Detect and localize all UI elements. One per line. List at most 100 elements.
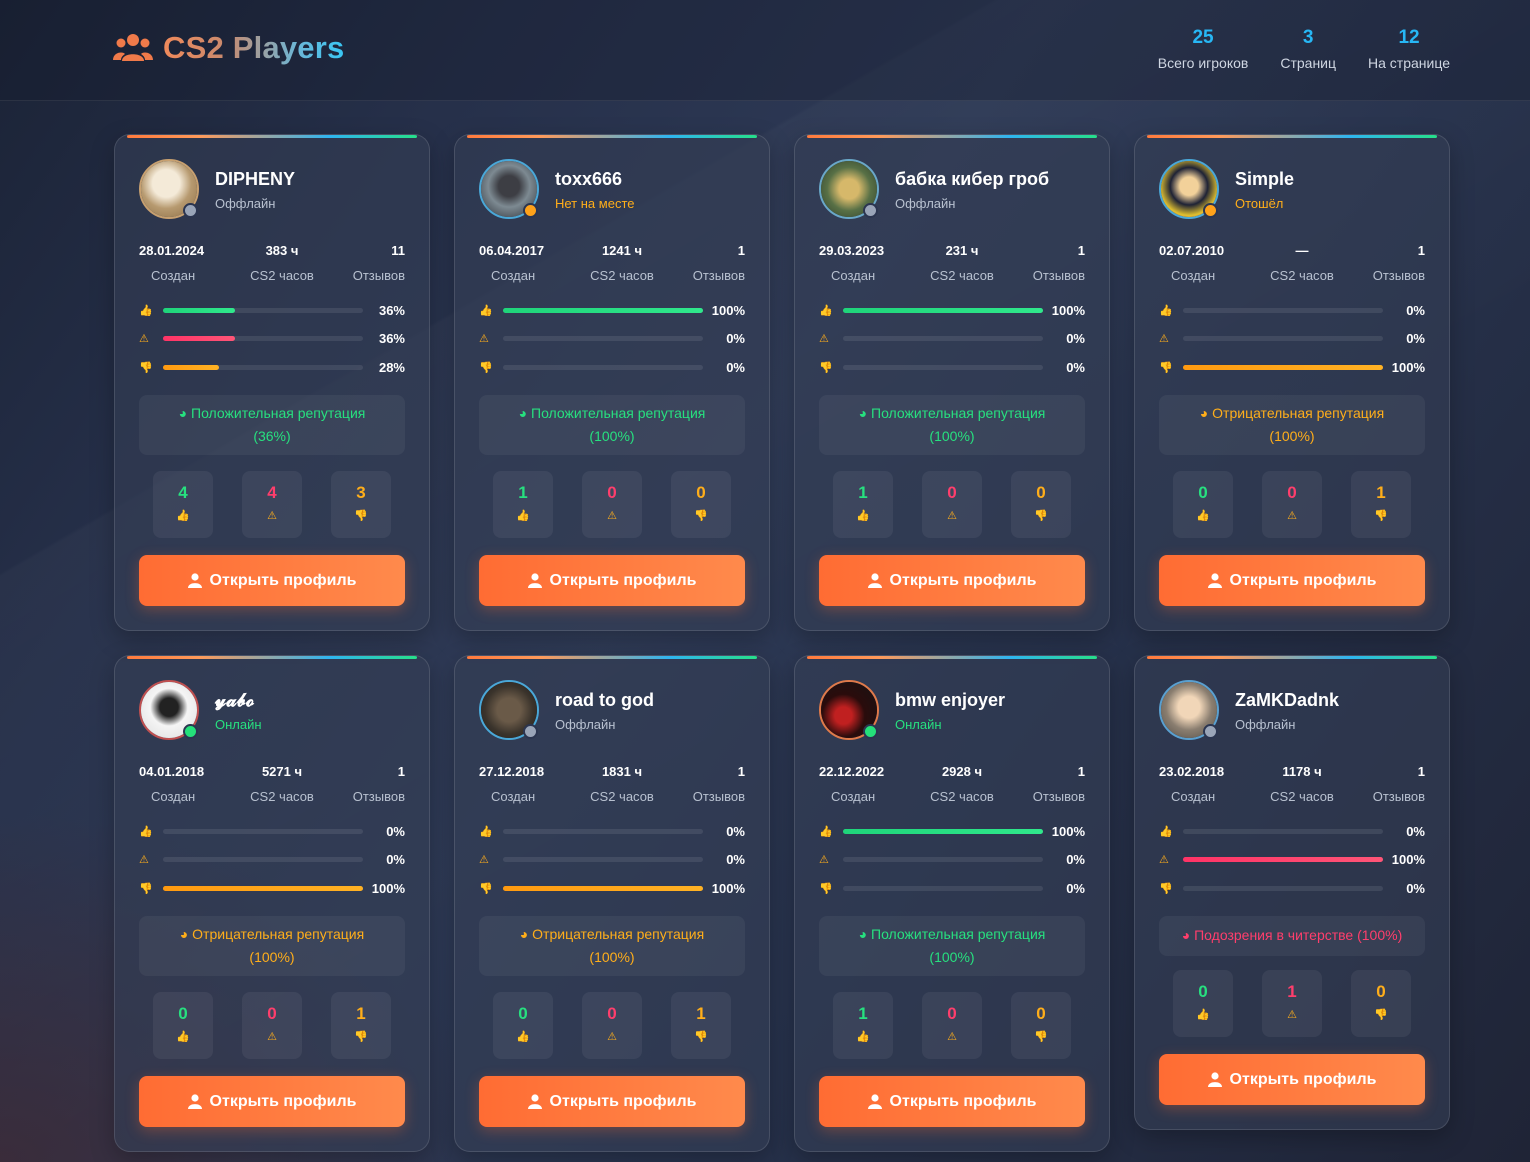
negative-percent: 100% bbox=[1391, 359, 1425, 375]
positive-percent: 100% bbox=[1051, 302, 1085, 318]
warning-icon: ⚠ bbox=[139, 854, 149, 866]
open-profile-button[interactable]: Открыть профиль bbox=[479, 555, 745, 606]
player-nickname: бабка кибер гроб bbox=[895, 168, 1050, 189]
reputation-summary: ◕ Подозрения в читерстве (100%) bbox=[1159, 916, 1425, 956]
reputation-summary: ◕ Отрицательная репутация (100%) bbox=[139, 916, 405, 976]
created-date: 27.12.2018 bbox=[479, 764, 545, 779]
negative-bar: 👎 100% bbox=[139, 881, 405, 896]
brand: CS2 Players bbox=[113, 30, 344, 66]
open-profile-button[interactable]: Открыть профиль bbox=[139, 1076, 405, 1127]
player-header: ZaMKDadnk Оффлайн bbox=[1159, 680, 1339, 740]
negative-percent: 28% bbox=[378, 359, 405, 375]
cheat-percent: 100% bbox=[1391, 852, 1425, 867]
thumbs-up-icon: 👍 bbox=[516, 510, 530, 522]
player-nickname: ZaMKDadnk bbox=[1235, 689, 1340, 710]
created-date: 06.04.2017 bbox=[479, 243, 545, 258]
thumbs-up-icon: 👍 bbox=[1159, 304, 1173, 317]
player-status: Оффлайн bbox=[555, 716, 616, 732]
reviews-label: Отзывов bbox=[692, 268, 745, 283]
user-icon bbox=[527, 1094, 542, 1109]
warning-icon: ⚠ bbox=[819, 854, 829, 866]
open-profile-button[interactable]: Открыть профиль bbox=[139, 555, 405, 606]
player-meta: 22.12.2022 Создан 2928 ч CS2 часов 1 Отзыво… bbox=[819, 764, 1085, 804]
player-card-5: 𝔂𝓪𝓫𝓸 Онлайн 04.01.2018 Создан 5271 ч CS2 ч… bbox=[114, 655, 430, 1152]
user-icon bbox=[1207, 573, 1222, 588]
cs2-hours: 383 ч bbox=[265, 243, 299, 258]
negative-bar: 👎 0% bbox=[1159, 881, 1425, 896]
hours-label: CS2 часов bbox=[590, 789, 654, 804]
created-date: 28.01.2024 bbox=[139, 243, 205, 258]
thumbs-up-icon: 👍 bbox=[1159, 825, 1173, 838]
avatar[interactable] bbox=[819, 159, 879, 219]
open-profile-button[interactable]: Открыть профиль bbox=[1159, 555, 1425, 606]
cheat-bar: ⚠ 0% bbox=[479, 852, 745, 867]
positive-percent: 0% bbox=[1406, 823, 1425, 839]
reviews-label: Отзывов bbox=[692, 789, 745, 804]
reputation-bars: 👍 100% ⚠ 0% 👎 0% bbox=[819, 824, 1085, 910]
cheat-percent: 0% bbox=[1406, 331, 1425, 346]
positive-count-box: 0 👍 bbox=[153, 992, 213, 1059]
pie-chart-icon: ◕ bbox=[858, 405, 868, 421]
cs2-hours: — bbox=[1295, 243, 1309, 258]
reputation-text: Положительная репутация bbox=[191, 405, 366, 421]
reviews-count: 1 bbox=[1417, 764, 1425, 779]
thumbs-up-icon: 👍 bbox=[819, 825, 833, 838]
warning-icon: ⚠ bbox=[947, 510, 957, 522]
avatar[interactable] bbox=[1159, 680, 1219, 740]
player-card-3: бабка кибер гроб Оффлайн 29.03.2023 Созда… bbox=[794, 134, 1110, 631]
created-date: 02.07.2010 bbox=[1159, 243, 1225, 258]
reputation-text: Положительная репутация bbox=[871, 926, 1046, 942]
player-nickname: Simple bbox=[1235, 168, 1295, 189]
status-dot-icon bbox=[863, 203, 878, 218]
reputation-value: (100%) bbox=[1357, 927, 1403, 943]
avatar[interactable] bbox=[479, 159, 539, 219]
cheat-percent: 0% bbox=[1066, 852, 1085, 867]
reviews-label: Отзывов bbox=[1372, 789, 1425, 804]
pie-chart-icon: ◕ bbox=[858, 926, 868, 942]
thumbs-down-icon: 👎 bbox=[479, 361, 493, 374]
avatar[interactable] bbox=[479, 680, 539, 740]
thumbs-up-icon: 👍 bbox=[139, 304, 153, 317]
player-status: Отошёл bbox=[1235, 195, 1284, 211]
open-profile-button[interactable]: Открыть профиль bbox=[819, 555, 1085, 606]
warning-icon: ⚠ bbox=[267, 510, 277, 522]
status-dot-icon bbox=[1203, 724, 1218, 739]
cs2-hours: 5271 ч bbox=[261, 764, 303, 779]
player-header: bmw enjoyer Онлайн bbox=[819, 680, 1005, 740]
reputation-text: Положительная репутация bbox=[531, 405, 706, 421]
reviews-count: 1 bbox=[1077, 243, 1085, 258]
open-profile-button[interactable]: Открыть профиль bbox=[1159, 1054, 1425, 1105]
reputation-summary: ◕ Отрицательная репутация (100%) bbox=[1159, 395, 1425, 455]
hours-label: CS2 часов bbox=[250, 789, 314, 804]
cheat-bar: ⚠ 0% bbox=[1159, 331, 1425, 346]
avatar[interactable] bbox=[1159, 159, 1219, 219]
created-label: Создан bbox=[1171, 268, 1216, 283]
negative-percent: 0% bbox=[726, 359, 745, 375]
player-header: road to god Оффлайн bbox=[479, 680, 654, 740]
positive-percent: 0% bbox=[726, 823, 745, 839]
avatar[interactable] bbox=[819, 680, 879, 740]
avatar[interactable] bbox=[139, 680, 199, 740]
reputation-bars: 👍 36% ⚠ 36% 👎 28% bbox=[139, 303, 405, 389]
reputation-bars: 👍 100% ⚠ 0% 👎 0% bbox=[819, 303, 1085, 389]
thumbs-down-icon: 👎 bbox=[819, 882, 833, 895]
player-card-2: toxx666 Нет на месте 06.04.2017 Создан 12… bbox=[454, 134, 770, 631]
negative-count-box: 0 👎 bbox=[1011, 992, 1071, 1059]
hours-label: CS2 часов bbox=[930, 789, 994, 804]
negative-bar: 👎 0% bbox=[819, 881, 1085, 896]
status-dot-icon bbox=[183, 203, 198, 218]
open-profile-button[interactable]: Открыть профиль bbox=[479, 1076, 745, 1127]
negative-bar: 👎 100% bbox=[1159, 359, 1425, 375]
reaction-counts: 0 👍 1 ⚠ 0 👎 bbox=[1173, 970, 1411, 1037]
created-date: 04.01.2018 bbox=[139, 764, 205, 779]
player-meta: 27.12.2018 Создан 1831 ч CS2 часов 1 Отзыво… bbox=[479, 764, 745, 804]
open-profile-button[interactable]: Открыть профиль bbox=[819, 1076, 1085, 1127]
thumbs-down-icon: 👎 bbox=[1034, 510, 1048, 522]
cs2-hours: 1831 ч bbox=[601, 764, 643, 779]
user-icon bbox=[1207, 1072, 1222, 1087]
avatar[interactable] bbox=[139, 159, 199, 219]
thumbs-down-icon: 👎 bbox=[1034, 1031, 1048, 1043]
reviews-label: Отзывов bbox=[352, 789, 405, 804]
warning-icon: ⚠ bbox=[947, 1031, 957, 1043]
thumbs-up-icon: 👍 bbox=[479, 825, 493, 838]
